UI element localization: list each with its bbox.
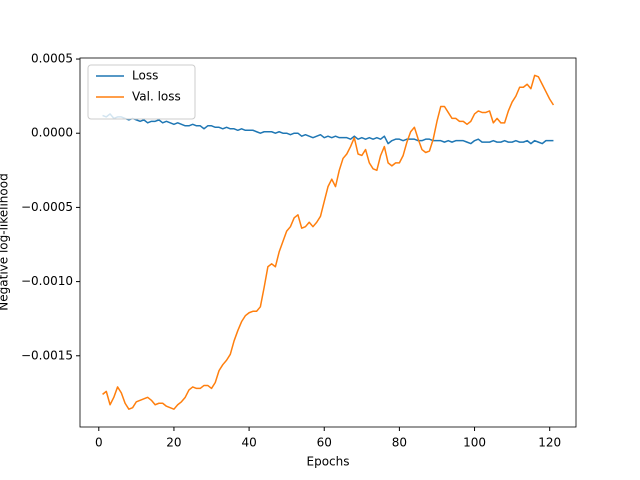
- y-tick-label: 0.0000: [31, 126, 73, 140]
- legend-label: Loss: [132, 69, 158, 83]
- data-line: [102, 113, 554, 145]
- y-tick-label: −0.0010: [21, 274, 73, 288]
- x-tick-label: 40: [241, 436, 256, 450]
- y-tick-label: −0.0005: [21, 200, 73, 214]
- x-tick-label: 100: [463, 436, 486, 450]
- y-axis-label: Negative log-likelihood: [0, 173, 11, 310]
- x-tick-label: 120: [538, 436, 561, 450]
- y-tick-label: 0.0005: [31, 52, 73, 66]
- plot-frame: [79, 57, 577, 428]
- legend-label: Val. loss: [132, 90, 181, 104]
- x-tick-label: 80: [392, 436, 407, 450]
- y-tick-label: −0.0015: [21, 348, 73, 362]
- legend-box: [87, 64, 196, 120]
- x-tick-label: 0: [95, 436, 103, 450]
- x-tick-label: 60: [317, 436, 332, 450]
- x-tick-label: 20: [166, 436, 181, 450]
- x-axis-label: Epochs: [307, 455, 350, 469]
- data-line: [102, 74, 555, 410]
